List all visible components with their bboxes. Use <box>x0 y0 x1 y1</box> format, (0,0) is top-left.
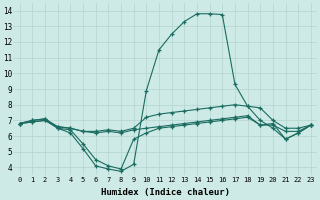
X-axis label: Humidex (Indice chaleur): Humidex (Indice chaleur) <box>101 188 230 197</box>
